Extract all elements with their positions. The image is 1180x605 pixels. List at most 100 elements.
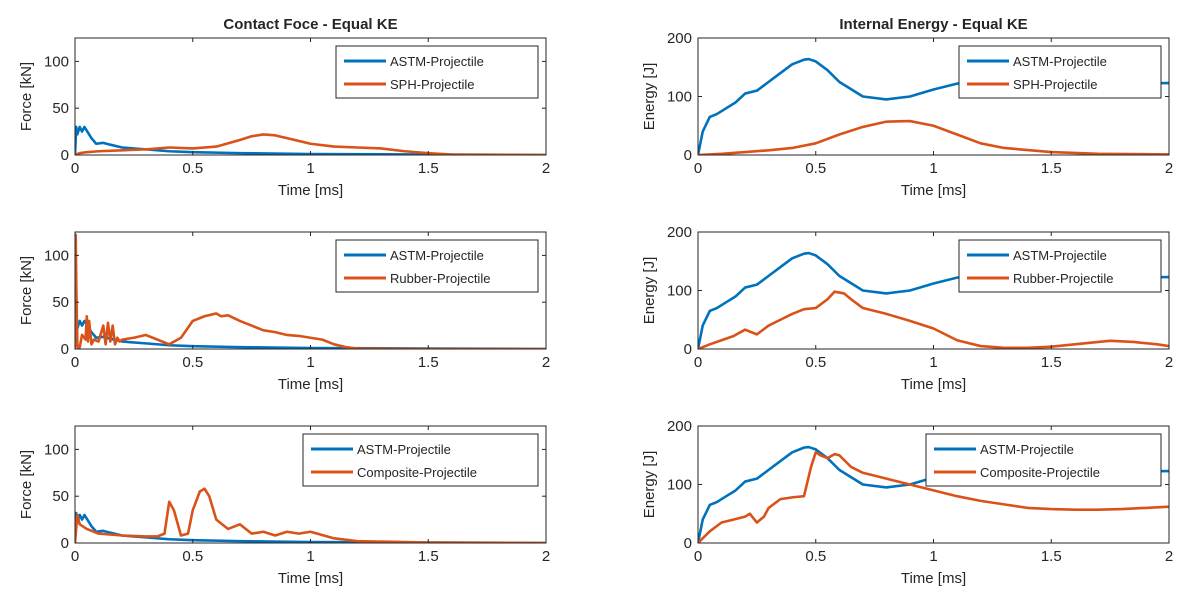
series-line-2	[698, 119, 1169, 155]
y-tick-label: 0	[61, 341, 69, 358]
x-axis-label: Time [ms]	[278, 182, 343, 199]
legend-box	[335, 45, 539, 99]
legend-label-1: ASTM-Projectile	[980, 442, 1074, 457]
x-axis-label: Time [ms]	[278, 376, 343, 393]
y-tick-label: 0	[684, 341, 692, 358]
x-tick-label: 0	[694, 548, 702, 565]
x-tick-label: 2	[542, 160, 550, 177]
chart-panel-6: 0 0.5 1 1.5 2 0 100 200 Time [ms] Energy [J] ASTM-…	[641, 418, 1173, 587]
y-tick-label: 200	[667, 30, 692, 47]
y-tick-label: 100	[44, 53, 69, 70]
legend: ASTM-Projectile SPH-Projectile	[958, 45, 1162, 99]
x-tick-label: 1.5	[418, 548, 439, 565]
legend-label-2: Rubber-Projectile	[390, 271, 490, 286]
series-line-1	[75, 511, 546, 543]
x-tick-label: 2	[542, 548, 550, 565]
legend-box	[302, 433, 539, 487]
series-line-2	[75, 233, 546, 349]
legend-label-1: ASTM-Projectile	[390, 248, 484, 263]
legend: ASTM-Projectile Composite-Projectile	[925, 433, 1162, 487]
x-tick-label: 0	[71, 160, 79, 177]
x-tick-label: 0.5	[805, 354, 826, 371]
x-tick-label: 1	[306, 354, 314, 371]
y-tick-label: 0	[684, 147, 692, 164]
x-tick-label: 0.5	[182, 160, 203, 177]
legend-label-1: ASTM-Projectile	[1013, 54, 1107, 69]
x-tick-label: 0.5	[182, 354, 203, 371]
y-tick-label: 100	[667, 89, 692, 106]
x-axis-label: Time [ms]	[901, 182, 966, 199]
x-tick-label: 1.5	[418, 354, 439, 371]
y-tick-label: 200	[667, 418, 692, 435]
x-axis-label: Time [ms]	[901, 376, 966, 393]
x-tick-label: 0	[71, 354, 79, 371]
x-tick-label: 2	[1165, 160, 1173, 177]
y-tick-label: 0	[61, 147, 69, 164]
y-axis-label: Energy [J]	[641, 451, 658, 519]
legend-box	[335, 239, 539, 293]
y-tick-label: 50	[52, 100, 69, 117]
x-tick-label: 1	[929, 160, 937, 177]
legend-label-1: ASTM-Projectile	[1013, 248, 1107, 263]
legend-label-2: Rubber-Projectile	[1013, 271, 1113, 286]
legend-box	[925, 433, 1162, 487]
series-line-1	[75, 125, 546, 155]
chart-title: Contact Foce - Equal KE	[223, 16, 397, 33]
series-group	[75, 487, 546, 543]
y-axis-label: Force [kN]	[18, 450, 35, 519]
x-tick-label: 1.5	[1041, 354, 1062, 371]
chart-panel-2: 0 0.5 1 1.5 2 0 100 200 Time [ms] Energy [J] Inter…	[641, 16, 1173, 199]
x-tick-label: 0.5	[182, 548, 203, 565]
legend-label-1: ASTM-Projectile	[390, 54, 484, 69]
x-tick-label: 1	[306, 548, 314, 565]
y-tick-label: 100	[44, 441, 69, 458]
series-line-2	[75, 487, 546, 543]
legend-label-2: Composite-Projectile	[980, 465, 1100, 480]
x-tick-label: 2	[542, 354, 550, 371]
x-tick-label: 2	[1165, 548, 1173, 565]
chart-title: Internal Energy - Equal KE	[839, 16, 1027, 33]
series-line-2	[75, 133, 546, 155]
y-axis-label: Force [kN]	[18, 256, 35, 325]
series-line-2	[698, 451, 1169, 543]
series-line-1	[75, 319, 546, 349]
legend-label-2: SPH-Projectile	[1013, 77, 1098, 92]
legend-box	[958, 45, 1162, 99]
x-tick-label: 1	[929, 354, 937, 371]
legend-label-2: Composite-Projectile	[357, 465, 477, 480]
x-tick-label: 1.5	[1041, 548, 1062, 565]
x-tick-label: 0	[71, 548, 79, 565]
x-tick-label: 2	[1165, 354, 1173, 371]
legend: ASTM-Projectile Composite-Projectile	[302, 433, 539, 487]
y-axis-label: Energy [J]	[641, 63, 658, 131]
x-tick-label: 0.5	[805, 548, 826, 565]
legend: ASTM-Projectile SPH-Projectile	[335, 45, 539, 99]
x-tick-label: 1	[306, 160, 314, 177]
y-axis-label: Force [kN]	[18, 62, 35, 131]
chart-panel-5: 0 0.5 1 1.5 2 0 50 100 Time [ms] Force [kN] ASTM-P…	[18, 425, 550, 587]
x-tick-label: 0	[694, 354, 702, 371]
x-tick-label: 0.5	[805, 160, 826, 177]
x-axis-label: Time [ms]	[278, 570, 343, 587]
y-tick-label: 200	[667, 224, 692, 241]
x-tick-label: 0	[694, 160, 702, 177]
y-tick-label: 100	[667, 283, 692, 300]
x-tick-label: 1	[929, 548, 937, 565]
series-group	[75, 125, 546, 155]
x-tick-label: 1.5	[418, 160, 439, 177]
legend: ASTM-Projectile Rubber-Projectile	[335, 239, 539, 293]
chart-panel-3: 0 0.5 1 1.5 2 0 50 100 Time [ms] Force [kN] ASTM-P…	[18, 231, 550, 393]
y-tick-label: 100	[667, 477, 692, 494]
y-tick-label: 0	[684, 535, 692, 552]
legend-box	[958, 239, 1162, 293]
series-group	[75, 233, 546, 349]
y-axis-label: Energy [J]	[641, 257, 658, 325]
y-tick-label: 100	[44, 247, 69, 264]
series-line-2	[698, 290, 1169, 349]
legend-label-1: ASTM-Projectile	[357, 442, 451, 457]
y-tick-label: 50	[52, 294, 69, 311]
legend-label-2: SPH-Projectile	[390, 77, 475, 92]
y-tick-label: 0	[61, 535, 69, 552]
x-tick-label: 1.5	[1041, 160, 1062, 177]
